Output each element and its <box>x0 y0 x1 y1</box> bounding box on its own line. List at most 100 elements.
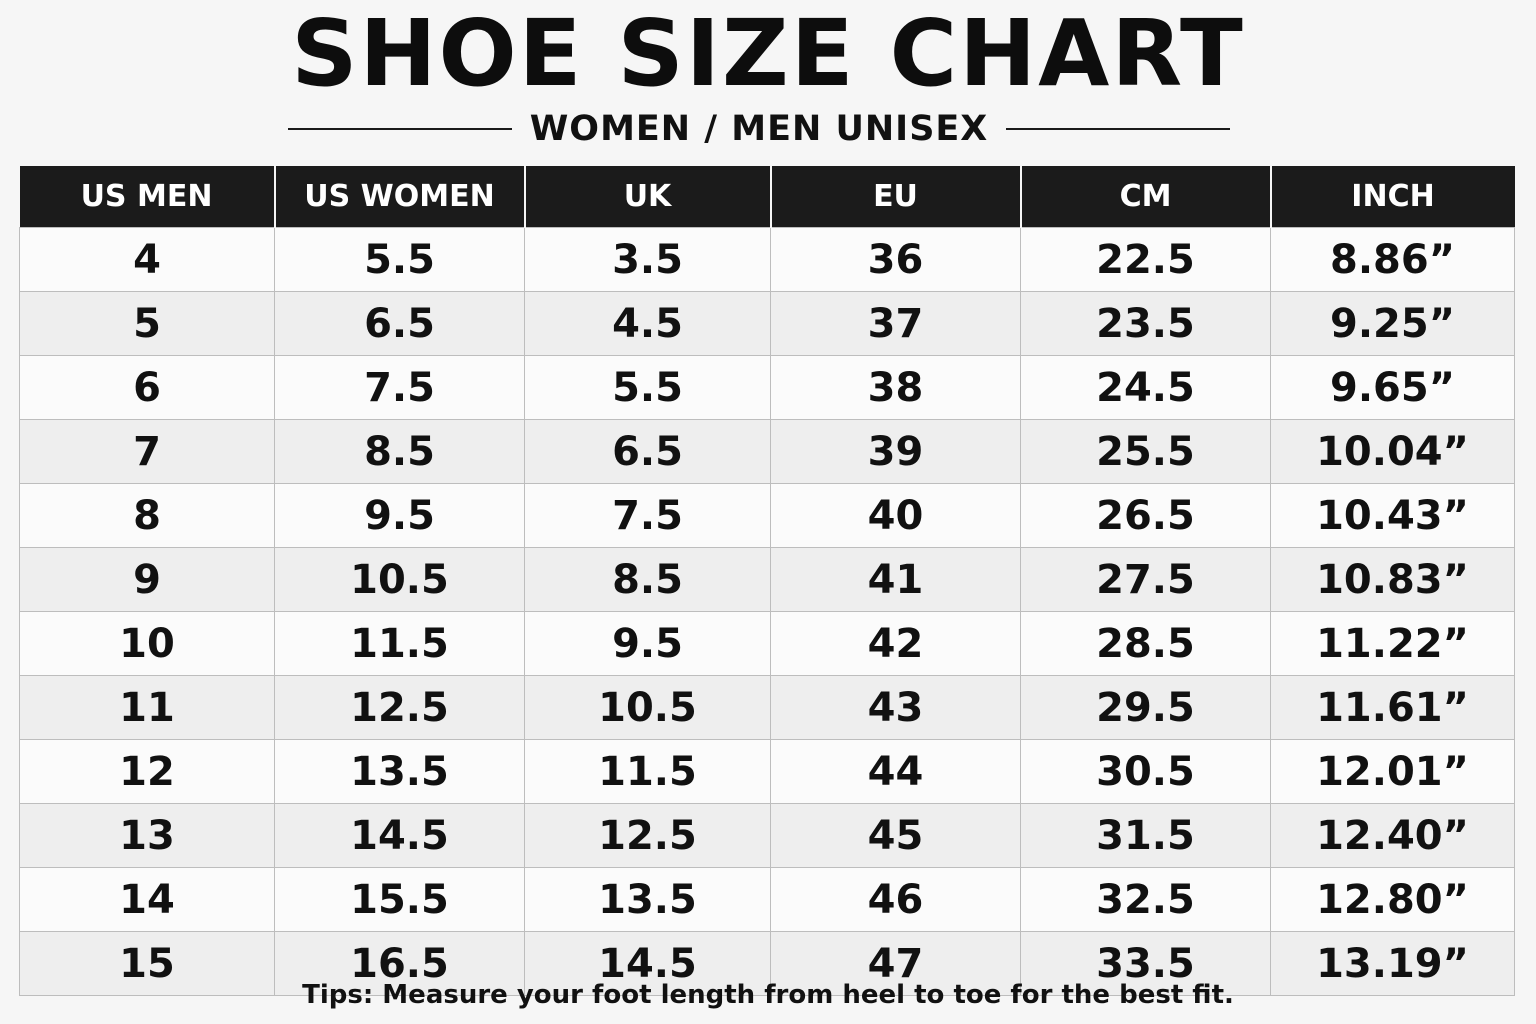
table-cell-inch: 11.61” <box>1270 675 1515 740</box>
table-cell-cm: 29.5 <box>1020 675 1271 740</box>
table-cell-us-women: 11.5 <box>274 611 525 676</box>
table-cell-us-men: 8 <box>19 483 275 548</box>
table-cell-uk: 3.5 <box>524 227 771 292</box>
table-cell-us-women: 14.5 <box>274 803 525 868</box>
subtitle-row: WOMEN / MEN UNISEX <box>288 106 1230 152</box>
table-cell-eu: 46 <box>770 867 1021 932</box>
table-cell-eu: 36 <box>770 227 1021 292</box>
table-cell-us-women: 13.5 <box>274 739 525 804</box>
table-cell-inch: 9.25” <box>1270 291 1515 356</box>
table-header: US MEN US WOMEN UK EU CM INCH <box>19 166 1515 228</box>
table-cell-eu: 42 <box>770 611 1021 676</box>
table-cell-eu: 39 <box>770 419 1021 484</box>
table-cell-inch: 12.80” <box>1270 867 1515 932</box>
subtitle-rule-left <box>288 128 512 130</box>
table-cell-inch: 12.01” <box>1270 739 1515 804</box>
table-cell-uk: 4.5 <box>524 291 771 356</box>
table-cell-us-men: 13 <box>19 803 275 868</box>
table-cell-us-women: 6.5 <box>274 291 525 356</box>
table-cell-inch: 12.40” <box>1270 803 1515 868</box>
table-cell-us-women: 10.5 <box>274 547 525 612</box>
table-cell-us-men: 6 <box>19 355 275 420</box>
size-table: US MEN US WOMEN UK EU CM INCH 4 5.5 3.5 36 22.5 8.… <box>19 166 1515 996</box>
table-cell-cm: 33.5 <box>1020 931 1271 996</box>
table-cell-us-men: 11 <box>19 675 275 740</box>
table-cell-us-women: 7.5 <box>274 355 525 420</box>
column-header-cm: CM <box>1020 166 1272 228</box>
table-cell-us-women: 16.5 <box>274 931 525 996</box>
table-cell-cm: 25.5 <box>1020 419 1271 484</box>
table-cell-inch: 10.43” <box>1270 483 1515 548</box>
table-cell-uk: 6.5 <box>524 419 771 484</box>
table-row: 5 6.5 4.5 37 23.5 9.25” <box>19 291 1515 356</box>
table-cell-eu: 45 <box>770 803 1021 868</box>
table-cell-us-women: 12.5 <box>274 675 525 740</box>
table-cell-eu: 41 <box>770 547 1021 612</box>
table-cell-us-men: 15 <box>19 931 275 996</box>
table-cell-eu: 40 <box>770 483 1021 548</box>
table-cell-eu: 43 <box>770 675 1021 740</box>
table-cell-uk: 8.5 <box>524 547 771 612</box>
column-header-us-women: US WOMEN <box>274 166 526 228</box>
table-cell-uk: 11.5 <box>524 739 771 804</box>
table-body: 4 5.5 3.5 36 22.5 8.86” 5 6.5 4.5 37 23.5 9.25” 6 7.5… <box>19 227 1515 996</box>
table-cell-cm: 26.5 <box>1020 483 1271 548</box>
table-cell-us-women: 5.5 <box>274 227 525 292</box>
table-cell-uk: 13.5 <box>524 867 771 932</box>
table-cell-us-men: 7 <box>19 419 275 484</box>
table-row: 11 12.5 10.5 43 29.5 11.61” <box>19 675 1515 740</box>
table-cell-uk: 9.5 <box>524 611 771 676</box>
table-cell-uk: 5.5 <box>524 355 771 420</box>
table-cell-us-men: 5 <box>19 291 275 356</box>
table-row: 14 15.5 13.5 46 32.5 12.80” <box>19 867 1515 932</box>
page-title: SHOE SIZE CHART <box>291 0 1245 107</box>
table-cell-cm: 23.5 <box>1020 291 1271 356</box>
table-cell-us-women: 9.5 <box>274 483 525 548</box>
table-cell-uk: 7.5 <box>524 483 771 548</box>
table-cell-us-women: 8.5 <box>274 419 525 484</box>
table-row: 15 16.5 14.5 47 33.5 13.19” <box>19 931 1515 996</box>
table-cell-us-men: 4 <box>19 227 275 292</box>
table-cell-cm: 30.5 <box>1020 739 1271 804</box>
column-header-eu: EU <box>770 166 1022 228</box>
table-cell-us-men: 14 <box>19 867 275 932</box>
table-cell-inch: 10.83” <box>1270 547 1515 612</box>
table-cell-inch: 8.86” <box>1270 227 1515 292</box>
table-cell-uk: 10.5 <box>524 675 771 740</box>
column-header-us-men: US MEN <box>19 166 276 228</box>
table-cell-eu: 38 <box>770 355 1021 420</box>
table-cell-us-men: 12 <box>19 739 275 804</box>
table-row: 12 13.5 11.5 44 30.5 12.01” <box>19 739 1515 804</box>
header-row: US MEN US WOMEN UK EU CM INCH <box>19 166 1515 228</box>
table-cell-eu: 47 <box>770 931 1021 996</box>
table-cell-inch: 11.22” <box>1270 611 1515 676</box>
table-row: 9 10.5 8.5 41 27.5 10.83” <box>19 547 1515 612</box>
table-row: 7 8.5 6.5 39 25.5 10.04” <box>19 419 1515 484</box>
table-cell-cm: 28.5 <box>1020 611 1271 676</box>
table-cell-inch: 10.04” <box>1270 419 1515 484</box>
subtitle: WOMEN / MEN UNISEX <box>529 109 989 149</box>
table-cell-uk: 12.5 <box>524 803 771 868</box>
table-cell-cm: 31.5 <box>1020 803 1271 868</box>
table-cell-us-men: 10 <box>19 611 275 676</box>
table-row: 13 14.5 12.5 45 31.5 12.40” <box>19 803 1515 868</box>
table-cell-cm: 24.5 <box>1020 355 1271 420</box>
table-row: 4 5.5 3.5 36 22.5 8.86” <box>19 227 1515 292</box>
subtitle-rule-right <box>1006 128 1230 130</box>
table-cell-inch: 13.19” <box>1270 931 1515 996</box>
table-row: 8 9.5 7.5 40 26.5 10.43” <box>19 483 1515 548</box>
table-cell-eu: 37 <box>770 291 1021 356</box>
column-header-inch: INCH <box>1270 166 1515 228</box>
table-row: 6 7.5 5.5 38 24.5 9.65” <box>19 355 1515 420</box>
table-cell-eu: 44 <box>770 739 1021 804</box>
table-cell-cm: 27.5 <box>1020 547 1271 612</box>
table-cell-cm: 22.5 <box>1020 227 1271 292</box>
table-cell-inch: 9.65” <box>1270 355 1515 420</box>
table-cell-us-women: 15.5 <box>274 867 525 932</box>
table-cell-us-men: 9 <box>19 547 275 612</box>
tips-text: Tips: Measure your foot length from heel… <box>302 980 1234 1010</box>
column-header-uk: UK <box>524 166 772 228</box>
table-cell-uk: 14.5 <box>524 931 771 996</box>
table-row: 10 11.5 9.5 42 28.5 11.22” <box>19 611 1515 676</box>
table-cell-cm: 32.5 <box>1020 867 1271 932</box>
